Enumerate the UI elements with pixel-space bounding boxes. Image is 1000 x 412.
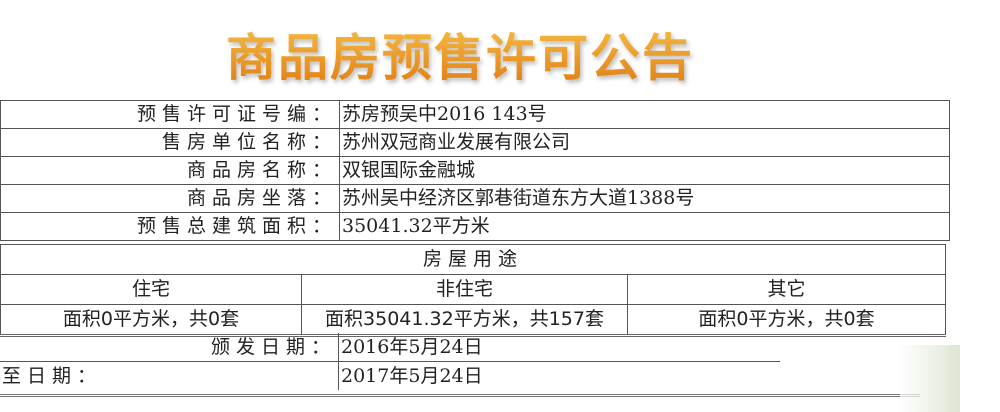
column-header: 非住宅 (301, 274, 628, 305)
permit-info-table: 预售许可证号编： 苏房预吴中2016 143号 售房单位名称： 苏州双冠商业发展有限… (0, 100, 950, 241)
field-label: 至日期： (0, 361, 339, 390)
table-row: 商品房坐落： 苏州吴中经济区郭巷街道东方大道1388号 (0, 184, 950, 213)
field-label: 售房单位名称： (0, 128, 340, 157)
field-value: 苏州双冠商业发展有限公司 (339, 128, 950, 157)
dates-table: 颁发日期： 2016年5月24日 至日期： 2017年5月24日 (0, 333, 780, 390)
table-row: 至日期： 2017年5月24日 (0, 361, 780, 390)
page-title: 商品房预售许可公告 (0, 18, 920, 90)
field-label: 商品房坐落： (0, 184, 340, 213)
usage-header: 房屋用途 (0, 244, 946, 275)
table-cell: 面积35041.32平方米，共157套 (301, 304, 628, 336)
decorative-image (900, 345, 960, 412)
table-row: 预售总建筑面积： 35041.32平方米 (0, 212, 950, 241)
field-value: 2016年5月24日 (338, 333, 780, 362)
field-value: 35041.32平方米 (339, 212, 950, 241)
field-value: 2017年5月24日 (341, 365, 483, 387)
field-label: 预售总建筑面积： (0, 212, 340, 241)
table-row: 商品房名称： 双银国际金融城 (0, 156, 950, 185)
table-cell: 面积0平方米，共0套 (0, 304, 302, 336)
field-label: 预售许可证号编： (0, 100, 340, 129)
table-row: 住宅 非住宅 其它 (0, 274, 946, 305)
table-row: 面积0平方米，共0套 面积35041.32平方米，共157套 面积0平方米，共0… (0, 304, 946, 336)
field-value: 苏州吴中经济区郭巷街道东方大道1388号 (339, 184, 950, 213)
field-label: 商品房名称： (0, 156, 340, 185)
bottom-divider (0, 394, 920, 397)
field-value: 双银国际金融城 (339, 156, 950, 185)
table-row: 售房单位名称： 苏州双冠商业发展有限公司 (0, 128, 950, 157)
usage-table: 房屋用途 住宅 非住宅 其它 面积0平方米，共0套 面积35041.32平方米，… (0, 244, 946, 337)
column-header: 住宅 (0, 274, 302, 305)
table-row: 房屋用途 (0, 244, 946, 275)
table-cell: 面积0平方米，共0套 (627, 304, 946, 336)
field-value: 苏房预吴中2016 143号 (339, 100, 950, 129)
column-header: 其它 (627, 274, 946, 305)
table-row: 颁发日期： 2016年5月24日 (0, 333, 780, 362)
table-row: 预售许可证号编： 苏房预吴中2016 143号 (0, 100, 950, 129)
field-label: 颁发日期： (0, 333, 339, 362)
